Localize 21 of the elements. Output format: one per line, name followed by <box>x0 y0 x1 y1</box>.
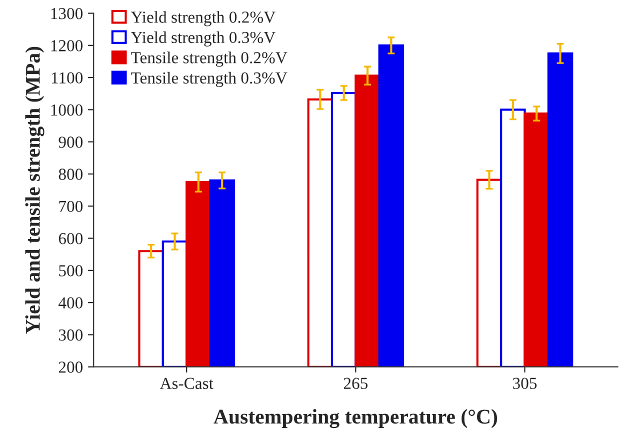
y-tick-label: 1300 <box>51 8 83 20</box>
y-tick-label: 1100 <box>52 72 83 84</box>
x-tick-label: 305 <box>513 378 537 390</box>
y-axis-title: Yield and tensile strength (MPa) <box>25 46 44 334</box>
y-tick-label: 1000 <box>51 104 83 116</box>
y-tick-label: 200 <box>58 362 83 373</box>
y-tick-label: 800 <box>58 168 83 180</box>
y-tick-label: 300 <box>58 329 83 341</box>
x-tick-label: As-Cast <box>160 378 214 390</box>
legend-label: Yield strength 0.3%V <box>130 31 276 47</box>
x-tick-label: 265 <box>344 378 368 390</box>
y-tick-label: 400 <box>58 297 83 309</box>
y-tick-label: 700 <box>59 200 83 212</box>
x-axis-title: Austempering temperature (°C) <box>214 409 498 428</box>
legend-label: Yield strength 0.2%V <box>130 11 276 26</box>
y-tick-label: 1200 <box>51 40 83 52</box>
legend-label: Tensile strength 0.3%V <box>131 72 288 88</box>
y-tick-label: 500 <box>59 265 83 276</box>
y-tick-label: 600 <box>58 232 83 244</box>
y-tick-label: 900 <box>58 136 83 148</box>
legend-label: Tensile strength 0.2%V <box>131 52 288 67</box>
